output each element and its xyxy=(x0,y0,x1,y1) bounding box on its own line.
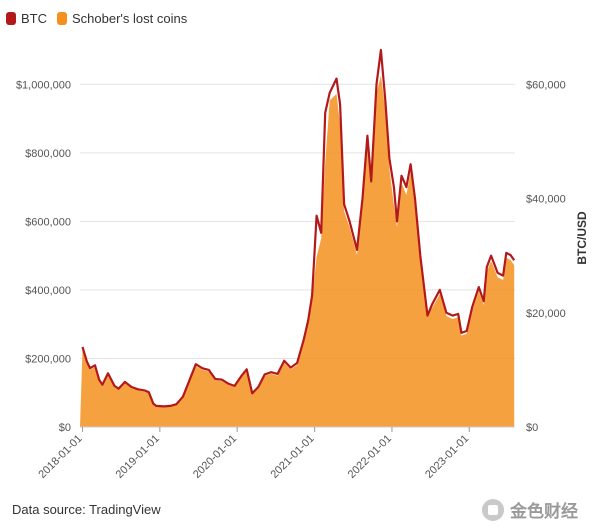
legend-label-lost-coins: Schober's lost coins xyxy=(72,11,188,26)
y-left-tick-label: $400,000 xyxy=(25,285,71,297)
watermark-logo-icon xyxy=(482,498,504,521)
x-tick-label: 2023-01-01 xyxy=(423,433,471,481)
y-right-tick-label: $20,000 xyxy=(526,308,566,320)
legend-label-btc: BTC xyxy=(21,11,47,26)
watermark-text: 金色财经 xyxy=(510,502,578,521)
chart-legend: BTC Schober's lost coins xyxy=(6,11,187,26)
legend-swatch-btc xyxy=(6,12,16,25)
y-left-tick-label: $600,000 xyxy=(25,216,71,228)
legend-item-btc[interactable]: BTC xyxy=(6,11,47,26)
y-left-tick-label: $800,000 xyxy=(25,148,71,160)
x-tick-label: 2019-01-01 xyxy=(114,433,162,481)
y-left-tick-label: $1,000,000 xyxy=(16,79,71,91)
y-left-tick-label: $0 xyxy=(59,422,71,434)
lost-coins-area xyxy=(80,75,515,428)
btc-price-line xyxy=(81,48,516,408)
legend-item-lost-coins[interactable]: Schober's lost coins xyxy=(57,11,187,26)
x-tick-label: 2018-01-01 xyxy=(36,433,84,481)
y-right-tick-label: $0 xyxy=(526,422,538,434)
y-right-tick-label: $40,000 xyxy=(526,194,566,206)
legend-swatch-lost-coins xyxy=(57,12,67,25)
x-tick-label: 2021-01-01 xyxy=(268,433,316,481)
y-left-tick-label: $200,000 xyxy=(25,353,71,365)
y-right-axis-title: BTC/USD xyxy=(575,211,589,265)
data-source-note: Data source: TradingView xyxy=(12,502,161,517)
watermark: 金色财经 xyxy=(482,497,578,522)
x-tick-label: 2020-01-01 xyxy=(191,433,239,481)
y-right-tick-label: $60,000 xyxy=(526,79,566,91)
x-tick-label: 2022-01-01 xyxy=(346,433,394,481)
